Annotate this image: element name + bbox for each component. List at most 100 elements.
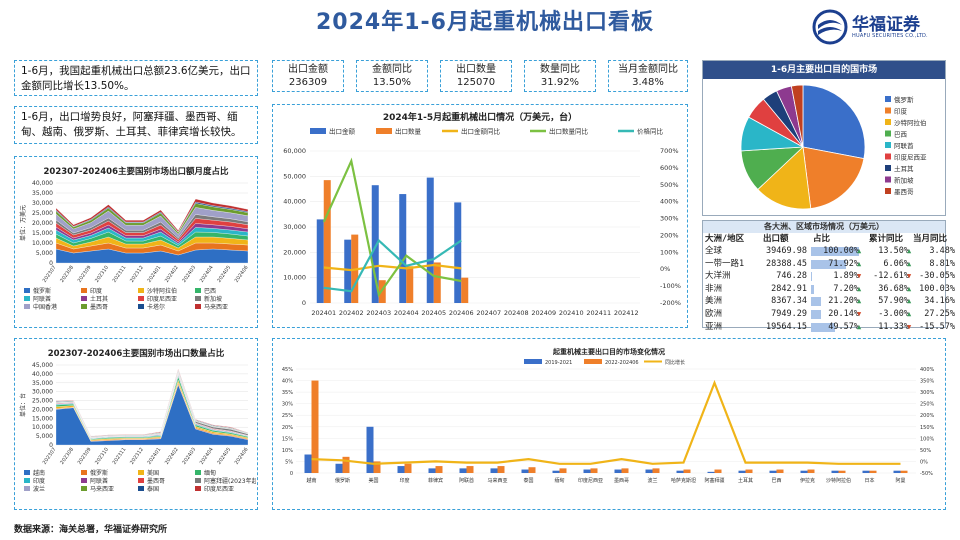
- legend-swatch: [138, 288, 144, 293]
- kpi-label: 出口金额: [288, 64, 328, 75]
- x-tick-label: 202406: [234, 447, 250, 466]
- legend-swatch: [885, 119, 891, 125]
- legend-swatch: [138, 470, 144, 475]
- bar: [521, 469, 529, 473]
- x-tick-label: 202309: [77, 447, 93, 466]
- y-tick-right: -200%: [660, 299, 681, 307]
- y-tick-right: 150%: [920, 425, 935, 431]
- legend-swatch: [885, 188, 891, 194]
- y-tick-label: 25,000: [32, 398, 53, 405]
- pie-slice: [790, 84, 804, 148]
- bar: [406, 266, 414, 303]
- bar: [373, 461, 381, 473]
- x-tick-label: 202405: [216, 265, 232, 284]
- y-tick-left: 15%: [282, 436, 293, 442]
- data-source: 数据来源：海关总署，华福证券研究所: [14, 525, 168, 535]
- bar: [454, 202, 462, 303]
- legend-label: 印度: [33, 477, 45, 485]
- x-tick-label: 菲律宾: [428, 477, 443, 484]
- legend-label: 2019-2021: [545, 360, 572, 366]
- legend-swatch: [310, 128, 326, 134]
- legend-label: 越南: [33, 469, 45, 477]
- chart-title: 202307-202406主要国别市场出口额月度占比: [43, 167, 229, 177]
- legend-swatch: [81, 304, 87, 309]
- legend-swatch: [24, 304, 30, 309]
- bar: [862, 470, 870, 473]
- share-value: 1.89%: [833, 271, 859, 282]
- y-tick-right: 400%: [660, 198, 679, 206]
- legend-swatch: [81, 470, 87, 475]
- y-tick-left: 25%: [282, 413, 293, 419]
- panel-destinations: 1-6月主要出口目的国市场 俄罗斯 印度 沙特阿拉伯 巴西 阿联酋 印度尼西亚 土耳其 新加坡…: [702, 60, 946, 216]
- bar: [769, 470, 777, 473]
- kpi-qty-yoy: 数量同比 31.92%: [524, 60, 596, 92]
- up-arrow-icon: ▲: [857, 284, 862, 293]
- share-bar: [811, 259, 846, 269]
- y-axis-label: 单位：万美元: [19, 205, 27, 241]
- x-tick-label: 阿塞拜疆: [704, 477, 724, 484]
- bar: [435, 466, 443, 473]
- x-tick-label: 阿曼: [895, 477, 905, 484]
- y-tick-left: 45%: [282, 367, 293, 373]
- x-tick-label: 印度尼西亚: [578, 477, 603, 484]
- table-header-cell: 大洲/地区: [705, 234, 745, 244]
- kpi-label: 当月金额同比: [618, 64, 678, 75]
- monthly-yoy: -30.05%: [919, 271, 955, 282]
- bar: [621, 468, 629, 473]
- legend-label: 2022-202406: [605, 360, 639, 366]
- legend-label: 新加坡: [204, 295, 222, 303]
- x-tick-label: 202310: [94, 447, 110, 466]
- x-tick-label: 202401: [146, 265, 162, 284]
- bar: [399, 194, 407, 303]
- table-header-cell: 累计同比: [869, 234, 904, 244]
- legend-swatch: [885, 153, 891, 160]
- share-value: 21.20%: [828, 296, 859, 307]
- cumulative-yoy: -3.00%: [878, 309, 909, 319]
- x-tick-label: 202312: [129, 447, 145, 466]
- x-tick-label: 202307: [42, 447, 58, 466]
- kpi-export-qty: 出口数量 125070: [440, 60, 512, 92]
- legend-swatch: [195, 304, 201, 309]
- legend-swatch: [24, 470, 30, 475]
- y-tick-label: 10,000: [32, 240, 53, 247]
- kpi-value: 125070: [456, 77, 496, 88]
- y-tick-right: 50%: [920, 448, 931, 454]
- bar: [559, 468, 567, 473]
- x-tick-label: 202311: [112, 265, 128, 284]
- legend-swatch: [24, 296, 30, 301]
- bar: [583, 469, 591, 473]
- bar: [869, 470, 877, 473]
- export-value: 19564.15: [766, 321, 807, 332]
- x-tick-label: 202309: [77, 265, 93, 284]
- export-value: 39469.98: [766, 246, 807, 256]
- bar: [335, 463, 343, 473]
- export-value: 8367.34: [771, 296, 807, 307]
- y-tick-right: 100%: [660, 248, 679, 256]
- legend-label: 俄罗斯: [894, 95, 914, 104]
- y-tick-label: 25,000: [32, 210, 53, 217]
- bar: [652, 468, 660, 473]
- legend-label: 印度: [90, 287, 102, 295]
- cumulative-yoy: 6.06%: [883, 258, 909, 269]
- share-value: 100.00%: [823, 246, 859, 256]
- x-tick-label: 202308: [59, 265, 75, 284]
- y-tick-left: 0: [290, 471, 293, 477]
- region-name: 一带一路1: [705, 258, 745, 269]
- legend-label: 阿联酋: [33, 295, 51, 303]
- x-tick-label: 202307: [42, 265, 58, 284]
- table-title: 各大洲、区域市场情况（万美元）: [703, 221, 945, 233]
- x-tick-label: 波兰: [647, 477, 657, 484]
- x-tick-label: 202403: [181, 447, 197, 466]
- bar: [676, 470, 684, 473]
- y-tick-left: 10,000: [283, 274, 306, 282]
- bar: [776, 469, 784, 473]
- x-tick-label: 日本: [864, 477, 874, 484]
- legend-label: 墨西哥: [147, 478, 165, 485]
- y-tick-label: 30,000: [32, 389, 53, 396]
- up-arrow-icon: ▲: [857, 247, 862, 255]
- x-tick-label: 泰国: [523, 477, 533, 484]
- bar: [590, 468, 598, 473]
- table-row: 大洋洲 746.28 1.89% ▼ -12.61% ▼ -30.05%: [703, 271, 959, 282]
- bar: [528, 467, 536, 473]
